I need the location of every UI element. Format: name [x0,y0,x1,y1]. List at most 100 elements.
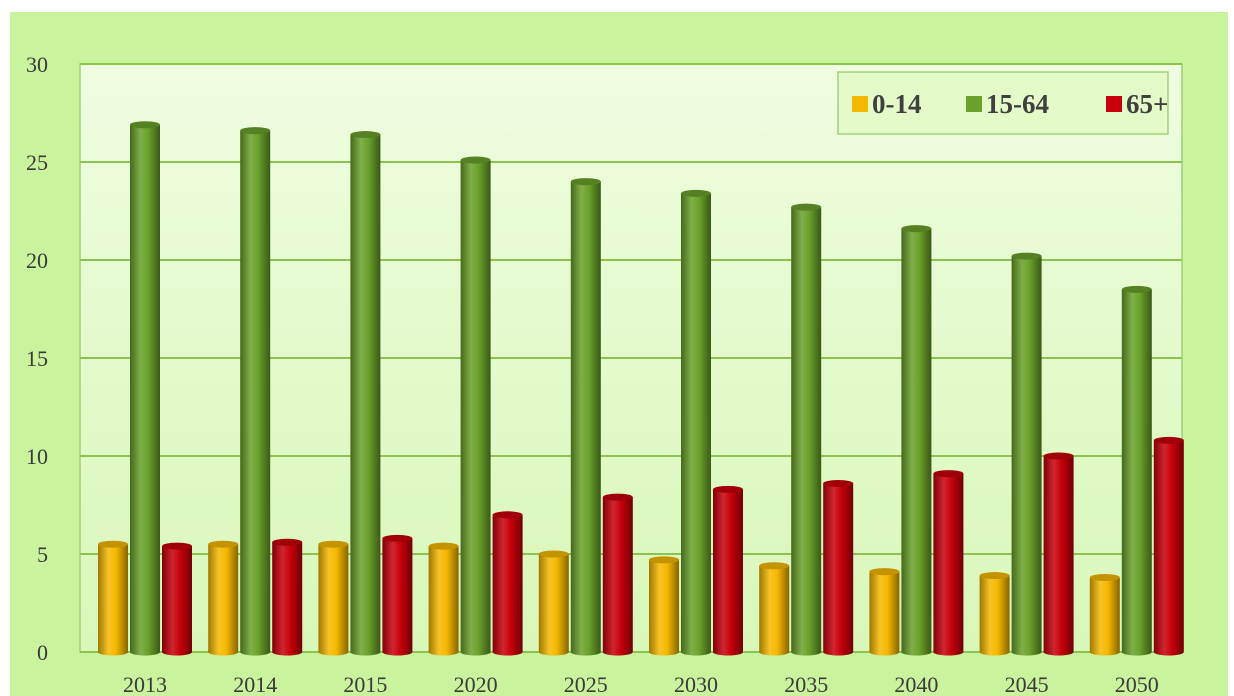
bar-cap [350,131,381,139]
bar-cap [933,470,964,478]
bar-cap [713,485,743,493]
bar-cap [1043,452,1074,460]
bar-body [869,571,900,656]
x-tick-label: 2013 [123,672,167,696]
bar-cap [823,479,854,487]
bar-body [681,193,711,656]
x-axis-ticks: 2013 2014 2015 2020 2025 2030 2035 2040 2045 2050 [123,672,1159,696]
bar [649,556,679,656]
bar-cap [570,178,601,186]
bar [602,493,633,656]
x-tick-label: 2035 [784,672,828,696]
bar-body [602,497,633,656]
bar-body [649,559,679,656]
bar-body [791,207,822,656]
bar-body [1121,289,1152,656]
bar-cap [1011,252,1042,260]
x-tick-label: 2030 [674,672,718,696]
bar-cap [382,534,413,542]
y-tick-label: 30 [26,52,48,77]
bar-cap [1121,285,1152,293]
bar [823,479,854,656]
bar-body [979,575,1010,656]
bar-cap [979,572,1010,580]
bar [901,225,932,656]
bar-cap [869,568,900,576]
bar-body [208,544,239,656]
bar [460,156,491,656]
bar-body [1043,456,1074,656]
bar-cap [130,121,160,129]
legend: 0-14 15-64 65+ [837,71,1169,135]
x-tick-label: 2050 [1115,672,1159,696]
y-tick-label: 0 [37,640,48,665]
y-tick-label: 5 [37,542,48,567]
bar-cap [681,189,711,197]
x-tick-label: 2020 [454,672,498,696]
bar [713,485,743,656]
bar [1153,436,1184,656]
bar-cap [901,225,932,233]
bar-cap [602,493,633,501]
bars [98,121,1184,656]
bar [759,562,790,656]
legend-swatch [966,96,982,112]
bar-body [272,542,303,656]
bar-body [823,483,854,656]
bar [272,538,303,656]
bar [1089,574,1120,656]
y-axis-ticks: 0 5 10 15 20 25 30 [26,52,48,665]
bar [570,178,601,656]
bar-body [350,134,381,656]
bar-cap [272,538,303,546]
x-tick-label: 2040 [894,672,938,696]
bar [208,540,239,656]
bar [538,550,569,656]
legend-label: 0-14 [872,89,922,119]
bar-body [240,130,271,656]
bar [382,534,413,656]
bar [428,542,459,656]
bar [240,127,271,656]
legend-label: 65+ [1126,89,1168,119]
bar-body [538,554,569,656]
y-tick-label: 15 [26,346,48,371]
bar-body [98,544,128,656]
bar [162,542,192,656]
bar-body [713,489,743,656]
bar-body [1011,256,1042,656]
bar [350,131,381,656]
chart: 0 5 10 15 20 25 30 2013 2014 2015 2020 2025 2030 203… [10,12,1228,696]
bar-body [460,160,491,656]
bar [1043,452,1074,656]
x-tick-label: 2014 [233,672,277,696]
bar-cap [1089,574,1120,582]
x-tick-label: 2025 [564,672,608,696]
bar [869,568,900,656]
bar-body [1089,577,1120,656]
x-tick-label: 2045 [1005,672,1049,696]
bar-cap [460,156,491,164]
bar-body [318,544,349,656]
bar [681,189,711,656]
bar [318,540,349,656]
y-tick-label: 25 [26,150,48,175]
bar-body [570,181,601,656]
bar-cap [759,562,790,570]
bar-cap [318,540,349,548]
bar-body [759,565,790,656]
bar-body [492,514,523,656]
bar-cap [98,540,128,548]
bar-body [933,473,964,656]
legend-label: 15-64 [986,89,1049,119]
legend-swatch [1106,96,1122,112]
bar [98,540,128,656]
y-tick-label: 20 [26,248,48,273]
bar [130,121,160,656]
bar [791,203,822,656]
bar-cap [492,511,523,519]
bar-cap [649,556,679,564]
bar [933,470,964,656]
bar-body [901,228,932,656]
